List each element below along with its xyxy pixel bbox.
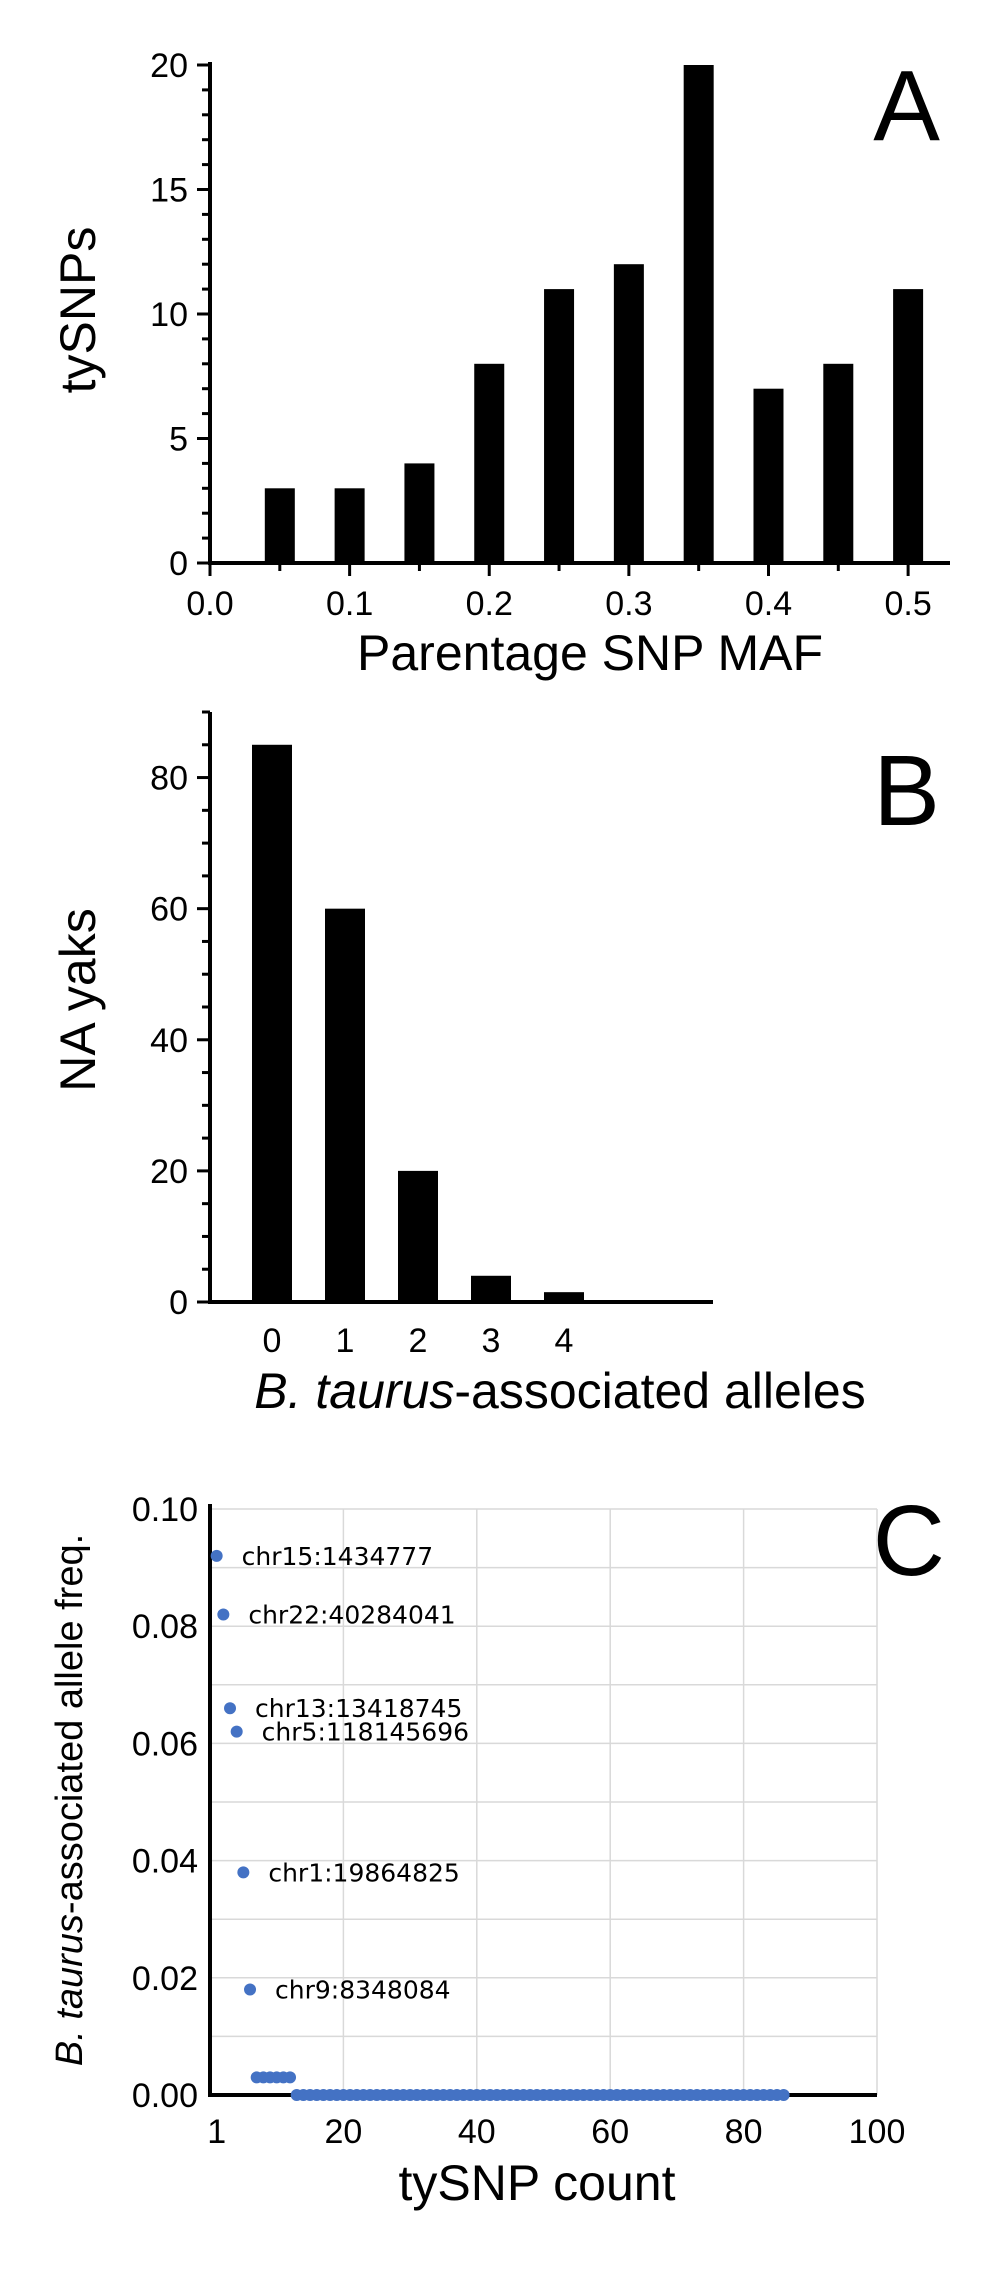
x-tick-label: 40 bbox=[458, 2113, 496, 2151]
y-tick-label: 0.00 bbox=[132, 2077, 198, 2115]
x-tick-label: 2 bbox=[409, 1322, 428, 1360]
x-tick-label: 0 bbox=[263, 1322, 282, 1360]
point-annotation: chr15:1434777 bbox=[242, 1542, 433, 1571]
y-tick-label: 40 bbox=[150, 1022, 188, 1060]
data-point-labeled bbox=[210, 1549, 223, 1562]
y-tick-label: 0.10 bbox=[132, 1491, 198, 1529]
bar-maf-0.35 bbox=[683, 65, 714, 563]
x-tick-label: 60 bbox=[591, 2113, 629, 2151]
bar-maf-0.1 bbox=[334, 488, 365, 563]
x-axis-title: Parentage SNP MAF bbox=[357, 625, 823, 681]
point-annotation: chr1:19864825 bbox=[268, 1858, 459, 1887]
x-axis-title: B. taurus-associated alleles bbox=[254, 1363, 865, 1419]
bar-alleles-3 bbox=[471, 1275, 511, 1302]
x-tick-label: 1 bbox=[336, 1322, 355, 1360]
y-tick-label: 20 bbox=[150, 47, 188, 85]
y-tick-label: 15 bbox=[150, 172, 188, 210]
bar-maf-0.2 bbox=[474, 363, 505, 563]
data-point-labeled bbox=[217, 1608, 230, 1621]
y-tick-label: 0 bbox=[169, 1284, 188, 1322]
x-tick-label: 3 bbox=[482, 1322, 501, 1360]
bar-maf-0.25 bbox=[544, 289, 575, 563]
x-tick-label: 20 bbox=[324, 2113, 362, 2151]
data-point-labeled bbox=[224, 1702, 237, 1715]
y-tick-label: 20 bbox=[150, 1153, 188, 1191]
x-tick-label: 100 bbox=[849, 2113, 906, 2151]
x-tick-label: 0.1 bbox=[326, 585, 373, 623]
x-axis-title: tySNP count bbox=[398, 2155, 675, 2211]
bar-maf-0.3 bbox=[613, 264, 644, 563]
data-point-low bbox=[284, 2071, 297, 2084]
y-tick-label: 60 bbox=[150, 891, 188, 929]
bar-alleles-0 bbox=[252, 744, 292, 1302]
y-axis-title: B. taurus-associated allele freq. bbox=[49, 1534, 91, 2066]
data-point-labeled bbox=[237, 1866, 250, 1879]
data-point-labeled bbox=[244, 1983, 257, 1996]
panel-label: C bbox=[873, 1485, 945, 1597]
y-tick-label: 10 bbox=[150, 296, 188, 334]
y-tick-label: 0.02 bbox=[132, 1960, 198, 1998]
x-tick-label: 0.4 bbox=[745, 585, 792, 623]
x-tick-label: 1 bbox=[207, 2113, 226, 2151]
bar-maf-0.4 bbox=[753, 388, 784, 563]
panel-label: B bbox=[873, 735, 940, 847]
y-tick-label: 0.06 bbox=[132, 1725, 198, 1763]
y-tick-label: 0.04 bbox=[132, 1843, 198, 1881]
bar-maf-0.5 bbox=[893, 289, 924, 563]
bar-alleles-2 bbox=[398, 1170, 438, 1302]
panel-b-bar-chart: 0 20 40 60 80 0 1 2 3 4B. taurus-associated allel… bbox=[50, 710, 940, 1419]
y-tick-label: 5 bbox=[169, 421, 188, 459]
y-axis-title: NA yaks bbox=[50, 908, 106, 1091]
bar-maf-0.15 bbox=[404, 463, 435, 563]
x-tick-label: 4 bbox=[555, 1322, 574, 1360]
bar-alleles-4 bbox=[544, 1292, 584, 1302]
point-annotation: chr9:8348084 bbox=[275, 1976, 451, 2005]
panel-a-histogram: 0 5 10 15 20 0.0 0.1 0.2 0.3 0.4 0.5 Parentage SNP … bbox=[50, 47, 950, 681]
bar-maf-0.05 bbox=[264, 488, 295, 563]
point-annotation: chr5:118145696 bbox=[262, 1718, 469, 1747]
x-tick-label: 0.2 bbox=[466, 585, 513, 623]
x-tick-label: 0.5 bbox=[884, 585, 931, 623]
x-tick-label: 80 bbox=[725, 2113, 763, 2151]
bar-maf-0.45 bbox=[823, 363, 854, 563]
x-tick-label: 0.3 bbox=[605, 585, 652, 623]
panel-label: A bbox=[873, 50, 940, 162]
y-axis-title: tySNPs bbox=[50, 227, 106, 394]
point-annotation: chr13:13418745 bbox=[255, 1694, 462, 1723]
data-point-labeled bbox=[230, 1725, 243, 1738]
y-tick-label: 0.08 bbox=[132, 1608, 198, 1646]
point-annotation: chr22:40284041 bbox=[248, 1600, 455, 1629]
y-tick-label: 80 bbox=[150, 760, 188, 798]
x-tick-label: 0.0 bbox=[186, 585, 233, 623]
y-tick-label: 0 bbox=[169, 545, 188, 583]
panel-c-scatter-plot: chr15:1434777 chr22:40284041 chr13:1341874… bbox=[49, 1485, 945, 2211]
data-point-zero bbox=[777, 2089, 790, 2101]
bar-alleles-1 bbox=[325, 908, 365, 1302]
